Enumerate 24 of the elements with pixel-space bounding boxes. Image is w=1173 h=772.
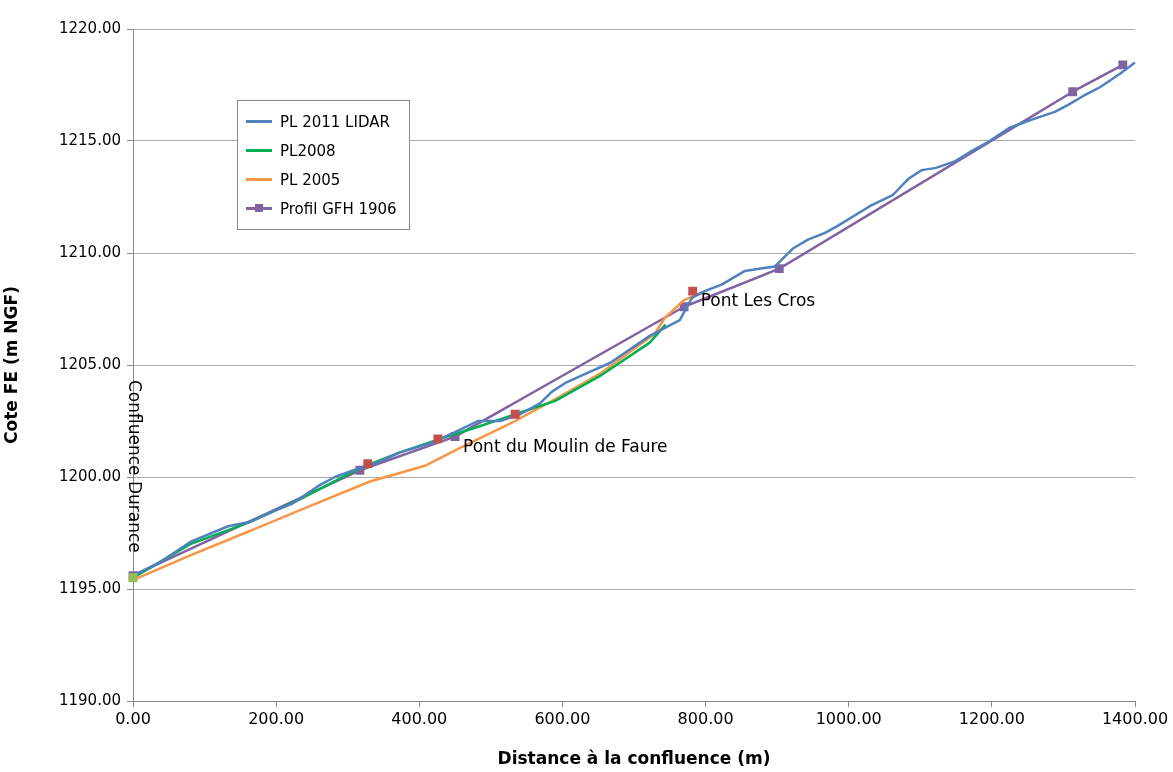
annotation: Confluence Durance bbox=[124, 380, 145, 553]
y-tick-label: 1215.00 bbox=[58, 130, 121, 149]
y-tick-label: 1195.00 bbox=[58, 578, 121, 597]
x-tick-label: 1000.00 bbox=[815, 708, 882, 728]
y-tick-label: 1200.00 bbox=[58, 466, 121, 485]
y-tick-label: 1210.00 bbox=[58, 242, 121, 261]
annotation: Pont du Moulin de Faure bbox=[463, 435, 668, 456]
x-tick-label: 800.00 bbox=[677, 708, 734, 728]
legend-label: Profil GFH 1906 bbox=[280, 199, 397, 218]
y-tick-label: 1220.00 bbox=[58, 18, 121, 37]
x-tick-label: 200.00 bbox=[248, 708, 305, 728]
annotation: Pont Les Cros bbox=[700, 290, 816, 310]
legend-label: PL 2005 bbox=[280, 170, 341, 189]
legend-label: PL2008 bbox=[280, 141, 336, 160]
x-tick-label: 1400.00 bbox=[1101, 708, 1169, 728]
x-tick-label: 400.00 bbox=[391, 708, 448, 728]
x-axis-title: Distance à la confluence (m) bbox=[497, 748, 771, 769]
y-tick-label: 1205.00 bbox=[58, 354, 121, 373]
x-tick-label: 1200.00 bbox=[958, 708, 1025, 728]
legend-label: PL 2011 LIDAR bbox=[280, 112, 390, 131]
x-tick-label: 0.00 bbox=[115, 708, 151, 728]
x-tick-label: 600.00 bbox=[534, 708, 591, 728]
y-tick-label: 1190.00 bbox=[58, 690, 121, 709]
y-axis-title: Cote FE (m NGF) bbox=[0, 286, 21, 444]
